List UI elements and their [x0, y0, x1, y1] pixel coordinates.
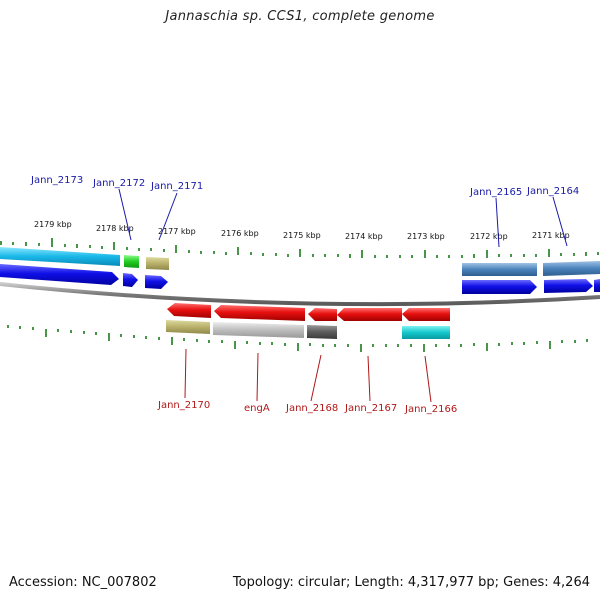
gene-label[interactable]: Jann_2164 — [526, 186, 579, 197]
gene-label[interactable]: Jann_2173 — [30, 175, 83, 186]
gene-label[interactable]: Jann_2171 — [150, 181, 203, 192]
top-leader-lines — [118, 188, 568, 248]
gene-label[interactable]: Jann_2168 — [285, 403, 338, 414]
gene-category-box[interactable] — [166, 320, 210, 334]
scale-label: 2173 kbp — [407, 232, 445, 241]
gene-category-box[interactable] — [146, 257, 169, 270]
scale-label: 2178 kbp — [96, 224, 134, 233]
scale-label: 2176 kbp — [221, 229, 259, 238]
reverse-gene-arrow[interactable] — [167, 303, 211, 318]
gene-label[interactable]: Jann_2166 — [404, 404, 457, 415]
forward-gene-arrow[interactable] — [462, 280, 537, 294]
forward-gene-arrow[interactable] — [145, 275, 168, 289]
gene-label[interactable]: Jann_2165 — [469, 187, 522, 198]
gene-label[interactable]: Jann_2170 — [157, 400, 210, 411]
inner-scale-ticks — [7, 325, 588, 352]
gene-category-box[interactable] — [307, 325, 337, 339]
forward-gene-arrow[interactable] — [544, 279, 593, 293]
reverse-gene-arrow[interactable] — [337, 308, 402, 321]
scale-label: 2174 kbp — [345, 232, 383, 241]
reverse-gene-arrow[interactable] — [308, 308, 337, 321]
genome-summary-text: Topology: circular; Length: 4,317,977 bp… — [232, 575, 590, 590]
reverse-gene-arrow[interactable] — [214, 305, 305, 321]
outer-scale-ticks — [0, 238, 599, 258]
gene-category-box[interactable] — [213, 322, 304, 338]
accession-text: Accession: NC_007802 — [9, 575, 157, 590]
gene-label[interactable]: Jann_2172 — [92, 178, 145, 189]
scale-label: 2177 kbp — [158, 227, 196, 236]
genome-backbone — [0, 282, 600, 307]
scale-label: 2171 kbp — [532, 231, 570, 240]
gene-category-box[interactable] — [462, 263, 537, 276]
reverse-gene-arrow[interactable] — [402, 308, 450, 321]
forward-gene-arrow[interactable] — [594, 279, 600, 292]
scale-label: 2175 kbp — [283, 231, 321, 240]
bottom-leader-lines — [184, 348, 432, 403]
gene-category-box[interactable] — [0, 247, 120, 266]
gene-category-box[interactable] — [402, 326, 450, 339]
gene-label[interactable]: Jann_2167 — [344, 403, 397, 414]
scale-label: 2179 kbp — [34, 220, 72, 229]
forward-gene-arrow[interactable] — [123, 273, 138, 287]
map-title: Jannaschia sp. CCS1, complete genome — [165, 9, 435, 24]
forward-gene-arrow[interactable] — [0, 264, 119, 285]
gene-label[interactable]: engA — [244, 403, 270, 414]
gene-category-box[interactable] — [543, 261, 600, 276]
scale-label: 2172 kbp — [470, 232, 508, 241]
gene-category-box[interactable] — [124, 255, 139, 268]
